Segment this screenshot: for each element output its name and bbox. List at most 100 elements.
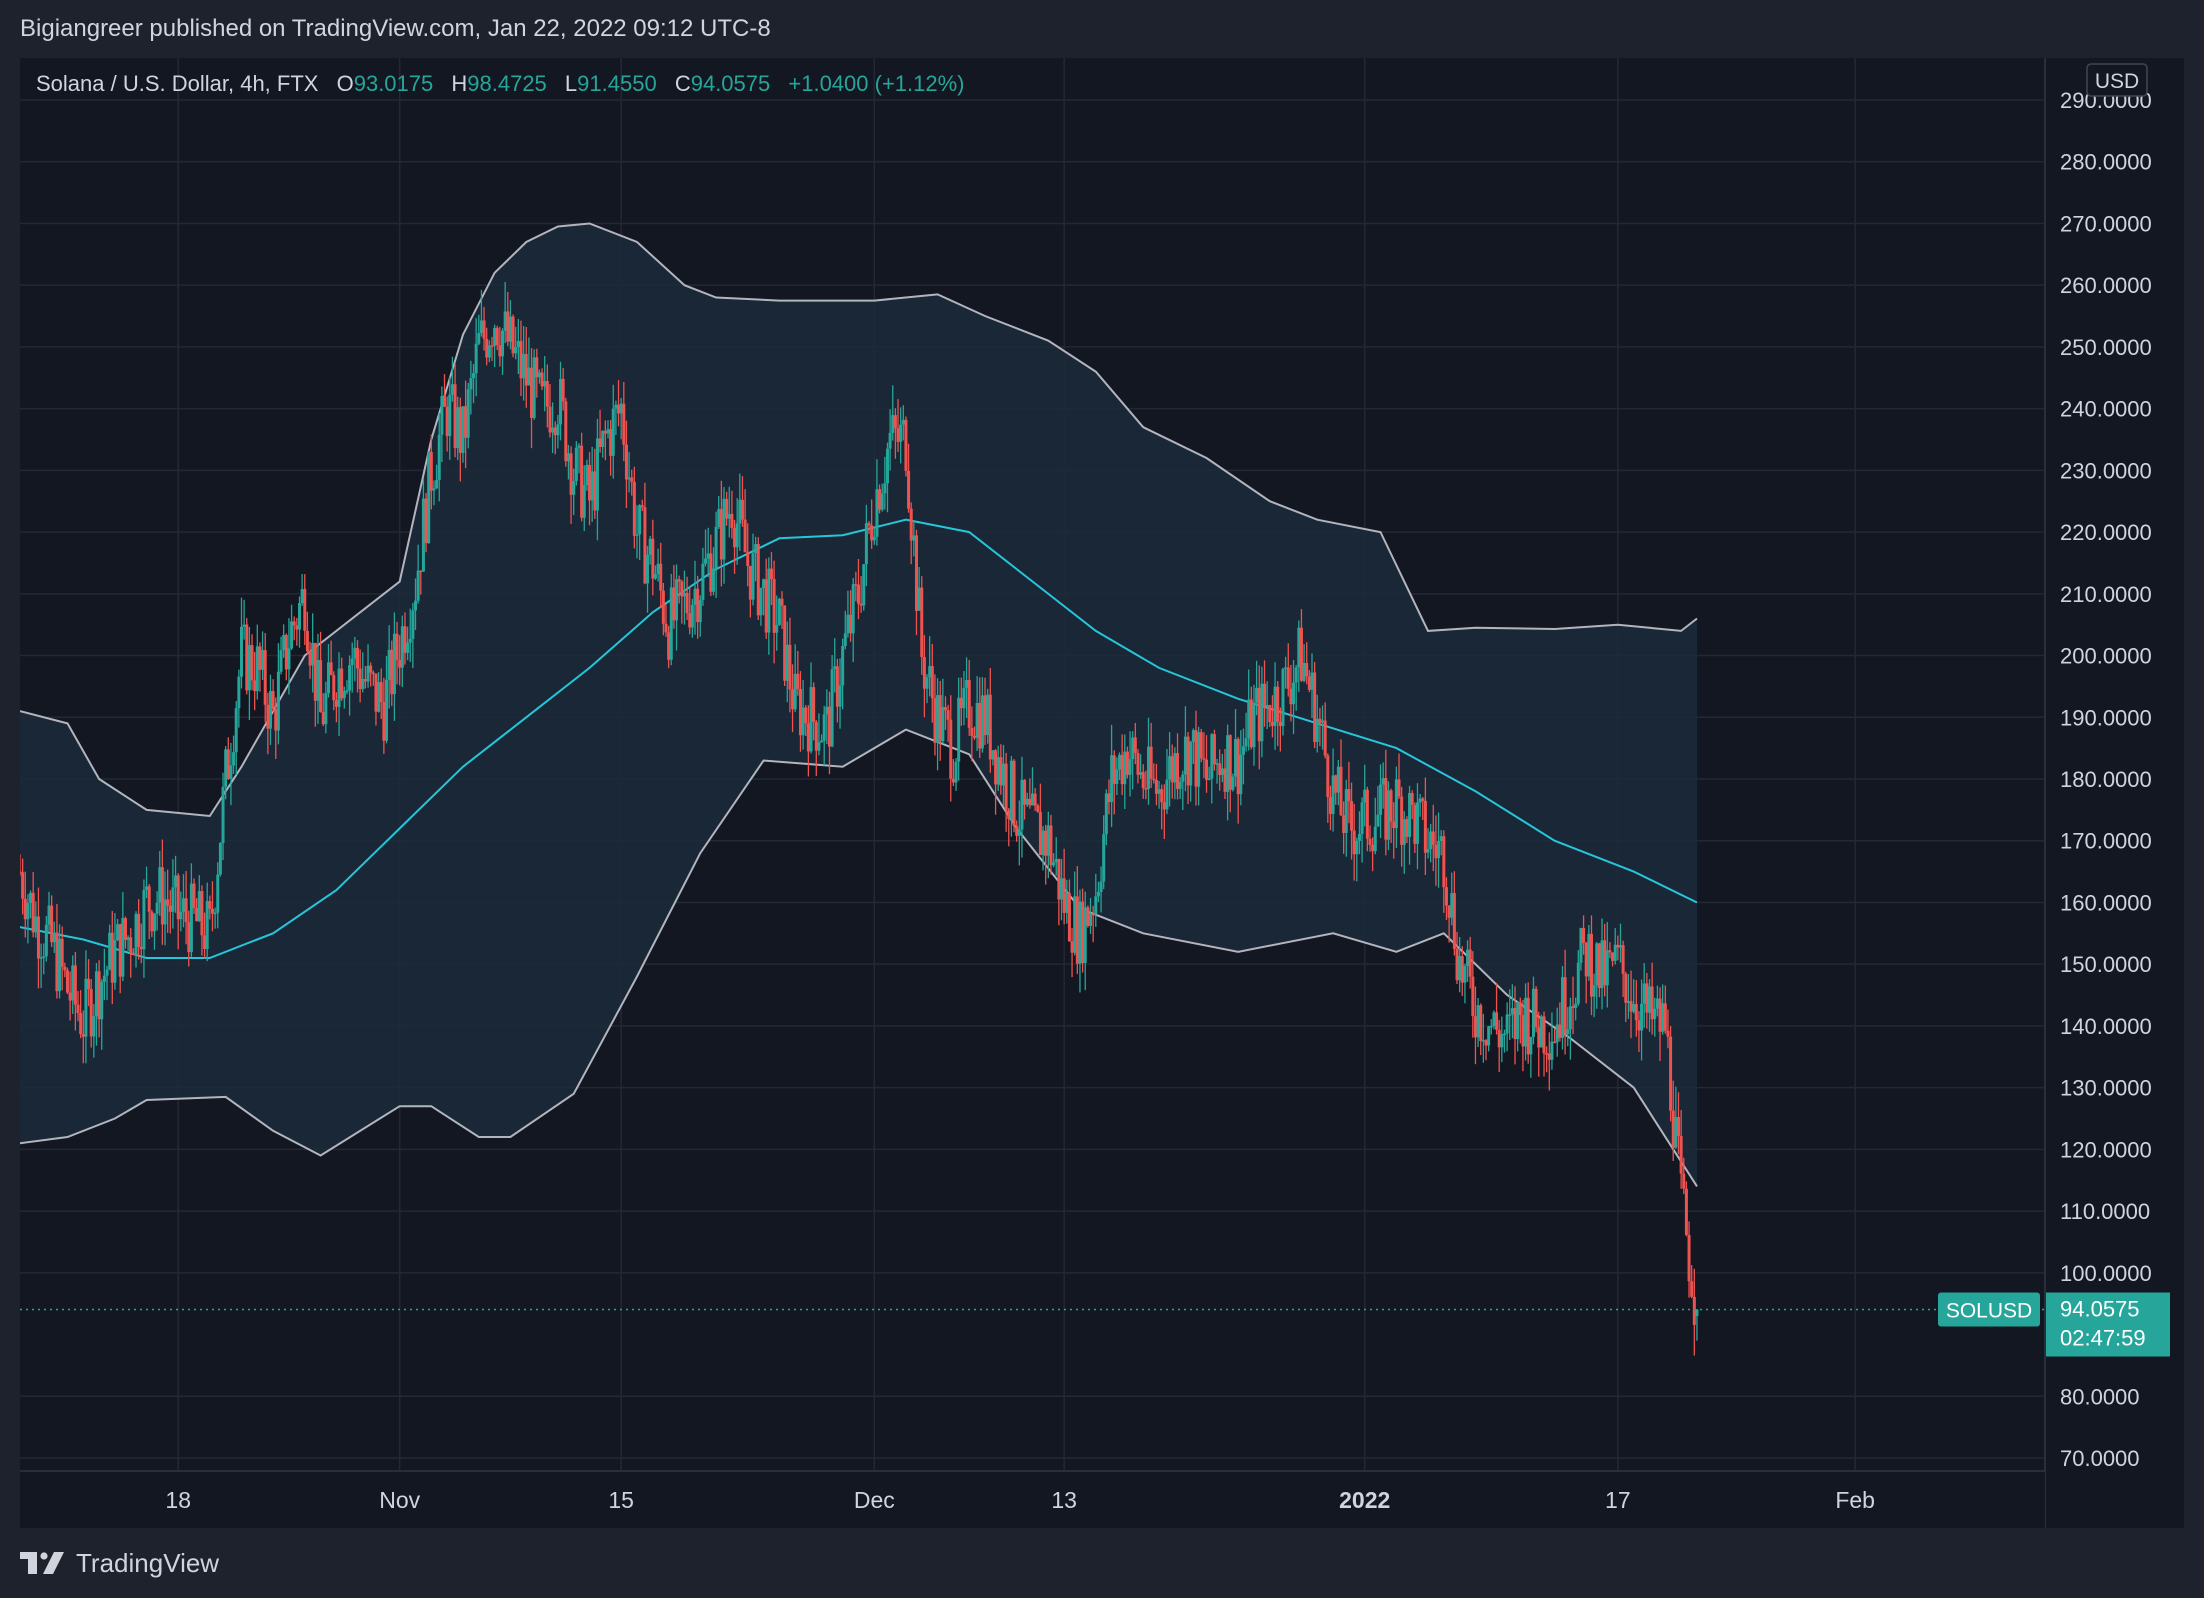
candle-body [856, 584, 860, 604]
candle-body [94, 971, 98, 1017]
candle-body [1392, 821, 1396, 829]
candle-body [764, 579, 768, 633]
candle-body [1674, 1117, 1678, 1148]
candle-body [609, 429, 613, 456]
candle-body [598, 438, 602, 447]
candle-body [1526, 997, 1530, 1055]
candle-body [999, 757, 1003, 786]
candle-body [1125, 751, 1129, 775]
candle-body [110, 932, 114, 983]
currency-badge[interactable]: USD [2086, 63, 2148, 97]
candle-body [796, 673, 800, 690]
candle-body [316, 660, 320, 701]
candle-body [479, 320, 483, 334]
candle-body [585, 464, 589, 486]
candle-body [646, 554, 650, 584]
candle-body [363, 679, 367, 682]
candle-body [1299, 627, 1303, 681]
candle-body [775, 624, 779, 633]
candle-body [957, 697, 961, 762]
candle-body [147, 886, 151, 912]
candle-body [1545, 1053, 1549, 1055]
candle-body [843, 633, 847, 646]
candle-body [1257, 687, 1261, 742]
price-tick-label: 110.0000 [2060, 1199, 2150, 1224]
time-axis[interactable] [20, 1471, 2045, 1528]
candle-body [635, 534, 639, 536]
candle-body [506, 311, 510, 342]
candle-body [1481, 1040, 1485, 1042]
candle-body [485, 338, 489, 358]
candle-body [1550, 1041, 1554, 1060]
time-tick-label: 17 [1605, 1487, 1631, 1513]
candle-body [137, 913, 141, 947]
time-tick-label: Feb [1835, 1487, 1875, 1513]
candle-body [733, 527, 737, 548]
ohlc-legend: Solana / U.S. Dollar, 4h, FTX O93.0175 H… [36, 71, 965, 96]
candle-body [456, 407, 460, 449]
candle-body [849, 614, 853, 634]
candle-body [582, 485, 586, 518]
candle-body [928, 666, 932, 678]
price-tick-label: 220.0000 [2060, 520, 2152, 545]
candle-body [996, 757, 1000, 785]
price-chart[interactable]: 290.0000280.0000270.0000260.0000250.0000… [18, 58, 2184, 1528]
price-tick-label: 190.0000 [2060, 705, 2152, 730]
candle-body [875, 489, 879, 537]
candle-body [595, 438, 599, 511]
candle-body [622, 403, 626, 445]
candle-body [295, 625, 299, 630]
candle-body [1136, 752, 1140, 775]
close-value: 94.0575 [691, 71, 771, 96]
candle-body [1070, 941, 1074, 953]
price-axis[interactable] [2045, 58, 2184, 1528]
candle-body [292, 621, 296, 626]
candle-body [1487, 1026, 1491, 1046]
candle-body [738, 499, 742, 524]
candle-body [1091, 913, 1095, 916]
candle-body [706, 553, 710, 559]
low-value: 91.4550 [577, 71, 657, 96]
candle-body [1170, 756, 1174, 783]
candle-body [809, 687, 813, 752]
candle-body [785, 644, 789, 681]
time-tick-label: Dec [854, 1487, 895, 1513]
candle-body [569, 453, 573, 495]
candle-body [60, 938, 64, 967]
candle-body [1563, 977, 1567, 1035]
candle-body [268, 691, 272, 729]
candle-body [1189, 741, 1193, 786]
candle-body [1060, 878, 1064, 900]
candle-body [907, 470, 911, 509]
candle-body [18, 871, 22, 874]
candle-body [859, 603, 863, 606]
candle-body [68, 992, 72, 1001]
candle-body [466, 389, 470, 438]
candle-body [92, 1016, 96, 1037]
candle-body [501, 330, 505, 357]
candle-body [1671, 1110, 1675, 1148]
candle-body [1405, 819, 1409, 837]
candle-body [440, 395, 444, 435]
candle-body [1621, 945, 1625, 974]
candle-body [988, 694, 992, 760]
candle-body [334, 700, 338, 707]
candle-body [1537, 1027, 1541, 1048]
candle-body [830, 669, 834, 747]
candle-body [184, 898, 188, 923]
candle-body [47, 905, 51, 925]
symbol-tag[interactable]: SOLUSD [1938, 1292, 2040, 1327]
candle-body [983, 695, 987, 736]
candle-body [1073, 896, 1077, 953]
low-label: L [565, 71, 577, 96]
candle-body [411, 610, 415, 639]
candle-body [1001, 763, 1005, 786]
tradingview-logo-icon [20, 1552, 64, 1574]
chart-area[interactable]: 290.0000 280.0000 270.0000 260.0000 250.0000… [18, 58, 2184, 1528]
candle-body [1202, 758, 1206, 760]
candle-body [1054, 859, 1058, 863]
time-ticks: 18 Nov 15 Dec 13 2022 17 Feb [165, 1487, 1875, 1513]
candle-body [152, 913, 156, 932]
candle-body [933, 698, 937, 743]
candle-body [195, 907, 199, 921]
